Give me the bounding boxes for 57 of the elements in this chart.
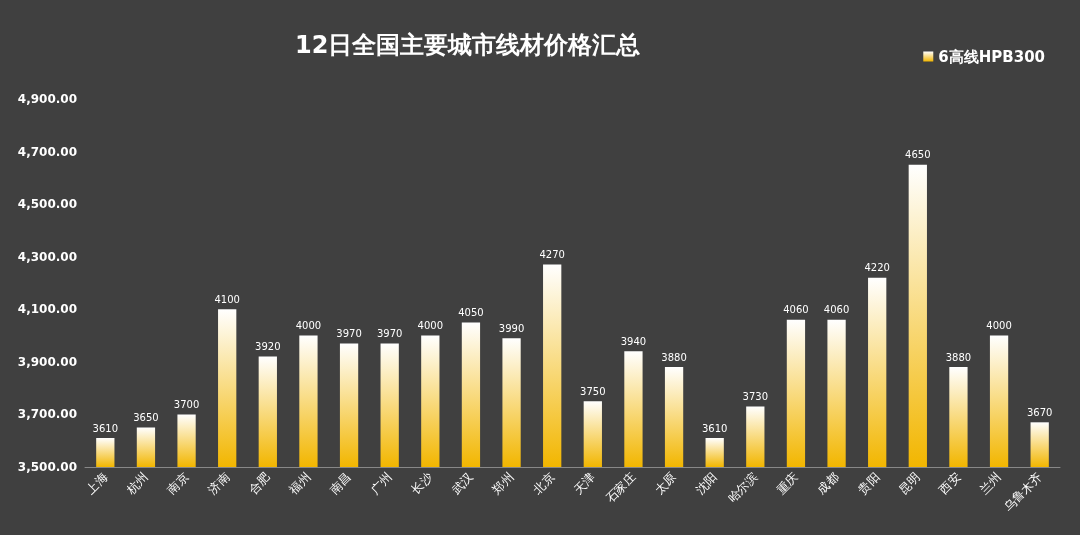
data-label: 4060 [823, 304, 850, 316]
x-tick-label: 重庆 [774, 470, 801, 497]
data-label: 4050 [458, 306, 484, 318]
x-tick-label: 沈阳 [692, 470, 720, 497]
x-tick-label: 兰州 [977, 470, 1005, 497]
data-label: 3880 [661, 351, 687, 363]
x-tick-label: 北京 [530, 470, 558, 497]
data-label: 3970 [336, 327, 362, 339]
x-tick-label: 贵阳 [855, 470, 883, 497]
data-label: 3970 [376, 327, 403, 339]
y-tick-label: 4,700.00 [17, 144, 77, 159]
x-tick-label: 南昌 [327, 470, 355, 497]
x-tick-label: 上海 [83, 470, 111, 497]
y-tick-label: 4,100.00 [17, 302, 77, 317]
data-label: 3940 [620, 335, 647, 347]
legend-label: 6高线HPB300 [938, 47, 1046, 66]
y-tick-label: 4,300.00 [17, 249, 77, 264]
y-tick-label: 3,900.00 [17, 354, 77, 369]
y-tick-label: 3,500.00 [17, 460, 77, 474]
data-label: 4000 [295, 320, 322, 332]
data-label: 4270 [539, 249, 565, 261]
x-tick-label: 长沙 [408, 470, 436, 497]
x-tick-label: 南京 [164, 470, 192, 497]
x-tick-label: 西安 [936, 470, 964, 497]
data-label: 4000 [986, 320, 1012, 332]
x-tick-label: 石家庄 [603, 470, 639, 506]
data-label: 3670 [1026, 406, 1053, 418]
y-tick-label: 3,700.00 [17, 407, 77, 422]
data-label: 3990 [498, 322, 525, 334]
data-label: 3700 [173, 398, 200, 410]
data-label: 3730 [742, 391, 769, 403]
x-tick-label: 福州 [286, 470, 314, 497]
y-tick-label: 4,900.00 [17, 92, 77, 106]
data-label: 4220 [864, 262, 890, 274]
x-tick-label: 成都 [814, 470, 842, 497]
x-tick-label: 郑州 [489, 470, 517, 497]
data-label: 3650 [133, 412, 159, 424]
data-label: 4000 [417, 320, 444, 332]
x-tick-label: 武汉 [449, 470, 476, 497]
x-tick-label: 太原 [652, 470, 680, 497]
data-label: 3750 [580, 385, 606, 397]
data-label: 4060 [783, 304, 809, 316]
x-tick-label: 杭州 [123, 470, 151, 498]
x-tick-label: 哈尔滨 [724, 470, 761, 506]
data-label: 3920 [255, 341, 281, 353]
data-label: 3880 [945, 351, 972, 363]
y-tick-label: 4,500.00 [17, 197, 77, 212]
chart-title: 12日全国主要城市线材价格汇总 [295, 31, 641, 59]
data-label: 4650 [905, 149, 931, 161]
x-tick-label: 天津 [570, 470, 598, 497]
x-tick-label: 广州 [367, 470, 395, 497]
x-tick-label: 昆明 [895, 470, 923, 497]
x-tick-label: 济南 [205, 470, 233, 497]
x-tick-label: 合肥 [245, 470, 273, 497]
data-label: 3610 [701, 422, 728, 434]
data-label: 3610 [92, 422, 119, 434]
data-label: 4100 [214, 293, 240, 305]
